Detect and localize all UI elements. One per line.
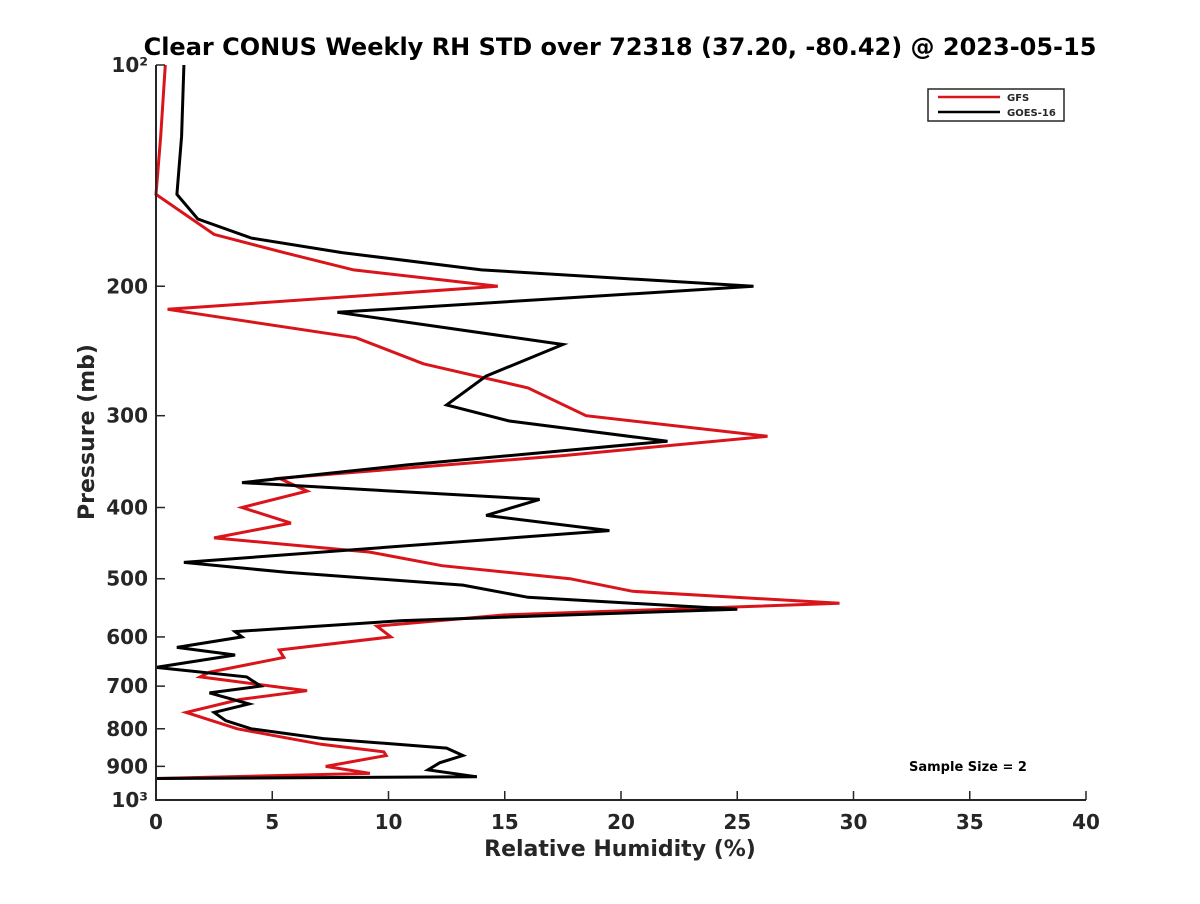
x-tick-label: 30 <box>840 810 868 834</box>
y-tick-label: 500 <box>106 567 148 591</box>
y-tick-label: 400 <box>106 496 148 520</box>
x-tick-label: 25 <box>723 810 751 834</box>
y-tick-label: 700 <box>106 674 148 698</box>
x-tick-label: 15 <box>491 810 519 834</box>
y-tick-label: 300 <box>106 404 148 428</box>
series-line-gfs <box>154 64 840 780</box>
x-tick-label: 35 <box>956 810 984 834</box>
x-tick-label: 5 <box>265 810 279 834</box>
legend-label-goes16: GOES-16 <box>1007 108 1056 119</box>
series-layer <box>154 64 840 780</box>
sample-size-annotation: Sample Size = 2 <box>909 760 1027 775</box>
chart-legend: GFS GOES-16 <box>927 88 1065 122</box>
x-axis-label: Relative Humidity (%) <box>484 837 756 862</box>
x-ticks: 0 5 10 15 20 25 30 35 40 <box>149 791 1100 834</box>
y-tick-label: 10² <box>111 53 148 77</box>
y-ticks: 10² 200 300 400 500 600 700 800 900 10³ <box>106 53 165 812</box>
y-tick-label: 200 <box>106 274 148 298</box>
y-tick-label: 800 <box>106 717 148 741</box>
x-tick-label: 0 <box>149 810 163 834</box>
series-line-goes16 <box>155 64 754 780</box>
legend-box <box>927 88 1065 122</box>
y-axis-label: Pressure (mb) <box>75 344 100 520</box>
chart-title: Clear CONUS Weekly RH STD over 72318 (37… <box>144 33 1097 61</box>
y-tick-label: 10³ <box>111 788 148 812</box>
y-tick-label: 600 <box>106 625 148 649</box>
x-tick-label: 20 <box>607 810 635 834</box>
y-tick-label: 900 <box>106 754 148 778</box>
x-tick-label: 10 <box>375 810 403 834</box>
legend-label-gfs: GFS <box>1007 93 1029 104</box>
x-tick-label: 40 <box>1072 810 1100 834</box>
